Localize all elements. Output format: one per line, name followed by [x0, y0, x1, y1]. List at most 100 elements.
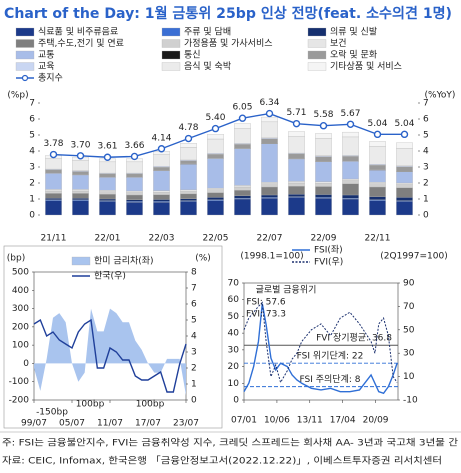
bar-segment: [315, 138, 332, 156]
bar-segment: [99, 191, 116, 195]
y2-axis-label: (2Q1997=100): [380, 252, 447, 262]
line: [33, 318, 187, 393]
bar-segment: [369, 186, 386, 197]
annotation: -150bp: [36, 408, 68, 418]
bar-segment: [72, 189, 89, 192]
bar-segment: [234, 144, 251, 149]
y2-tick-label: 3: [191, 348, 197, 358]
bar-segment: [342, 161, 359, 180]
data-label: 3.66: [124, 141, 144, 151]
x-tick-label: 22/11: [365, 234, 391, 244]
y2-tick-label: 4: [423, 147, 429, 157]
bar-segment: [288, 182, 305, 187]
y-tick-label: 2: [29, 179, 35, 189]
panel-frame: [3, 245, 223, 429]
line-marker: [157, 145, 166, 153]
bar-segment: [45, 158, 62, 170]
legend-swatch: [71, 256, 91, 266]
y-tick-label: 200: [12, 322, 29, 332]
legend-swatch: [15, 50, 35, 60]
bar-segment: [72, 198, 89, 200]
data-label: 5.04: [367, 119, 387, 129]
legend-swatch: [15, 62, 35, 71]
line: [53, 112, 405, 158]
bar-segment: [180, 164, 197, 191]
bar-segment: [396, 166, 413, 172]
line-marker: [373, 130, 382, 139]
bar-segment: [342, 194, 359, 199]
data-label: 5.67: [340, 109, 360, 119]
annotation: FVI: 73.3: [246, 310, 286, 320]
y2-tick-label: 4: [191, 332, 197, 342]
legend-label: 식료품 및 비주류음료: [38, 26, 118, 38]
bar-segment: [153, 202, 170, 216]
legend-swatch: [307, 39, 327, 48]
plot-frame: [243, 282, 399, 401]
bar-segment: [396, 197, 413, 201]
y-tick-label: 70: [228, 279, 240, 289]
bar-segment: [153, 192, 170, 195]
line-marker: [184, 134, 193, 143]
bar-segment: [261, 143, 278, 183]
bar-segment: [126, 194, 143, 200]
x-tick-label: 22/07: [257, 234, 283, 244]
bar-segment: [180, 193, 197, 199]
legend-label: 음식 및 숙박: [184, 60, 231, 72]
annotation: 100bp: [136, 400, 165, 410]
x-tick-label: 99/07: [21, 419, 47, 429]
footnote: 자료: CEIC, Infomax, 한국은행 「금융안정보고서(2022.12…: [2, 455, 442, 467]
y2-tick-label: 5: [423, 131, 429, 141]
y2-tick-label: 70: [403, 302, 415, 312]
y-tick-label: 50: [228, 312, 240, 322]
y2-tick-label: 8: [191, 268, 197, 278]
legend-swatch: [161, 62, 181, 71]
bar-segment: [99, 177, 116, 191]
bar-segment: [342, 198, 359, 216]
y2-tick-label: 7: [423, 99, 429, 109]
y-tick-label: 10: [228, 379, 240, 389]
bar-segment: [396, 187, 413, 198]
bar-segment: [207, 187, 224, 190]
area: [34, 308, 186, 396]
bar-segment: [396, 182, 413, 185]
y-tick-label: 3: [29, 163, 35, 173]
y-tick-label: 400: [12, 286, 29, 296]
legend-swatch: [307, 62, 327, 71]
bar-segment: [261, 138, 278, 144]
bar-segment: [99, 190, 116, 192]
bar-segment: [396, 148, 413, 167]
bar-segment: [45, 198, 62, 200]
reference-label: FSI 위기단계: 22: [297, 350, 364, 362]
line-marker: [211, 124, 220, 133]
y2-axis-label: (%): [195, 254, 211, 264]
y-tick-label: 100: [12, 341, 29, 351]
bar-segment: [342, 131, 359, 138]
legend-label: 교통: [38, 50, 55, 61]
legend-label: FVI(우): [314, 257, 343, 268]
bar-segment: [261, 182, 278, 184]
bar-segment: [315, 186, 332, 195]
line-marker: [103, 153, 112, 161]
bar-segment: [207, 158, 224, 189]
bar-segment: [45, 200, 62, 216]
line-marker: [76, 152, 85, 160]
y-tick-label: 60: [228, 295, 240, 305]
data-label: 4.78: [178, 123, 198, 133]
bar-segment: [261, 198, 278, 216]
y-axis-label: (bp): [7, 254, 25, 264]
data-label: 3.61: [97, 142, 117, 152]
data-label: 6.34: [259, 98, 279, 108]
legend-swatch: [307, 50, 327, 60]
y-tick-label: -200: [9, 396, 30, 406]
bar-segment: [315, 183, 332, 187]
bar-segment: [234, 128, 251, 144]
bar-segment: [126, 202, 143, 216]
bar-segment: [396, 201, 413, 216]
y-tick-label: 500: [12, 268, 29, 278]
bar-segment: [396, 142, 413, 149]
legend-label: 한미 금리차(좌): [94, 255, 154, 267]
bar-segment: [234, 190, 251, 196]
y-tick-label: 300: [12, 304, 29, 314]
bar-segment: [126, 190, 143, 193]
